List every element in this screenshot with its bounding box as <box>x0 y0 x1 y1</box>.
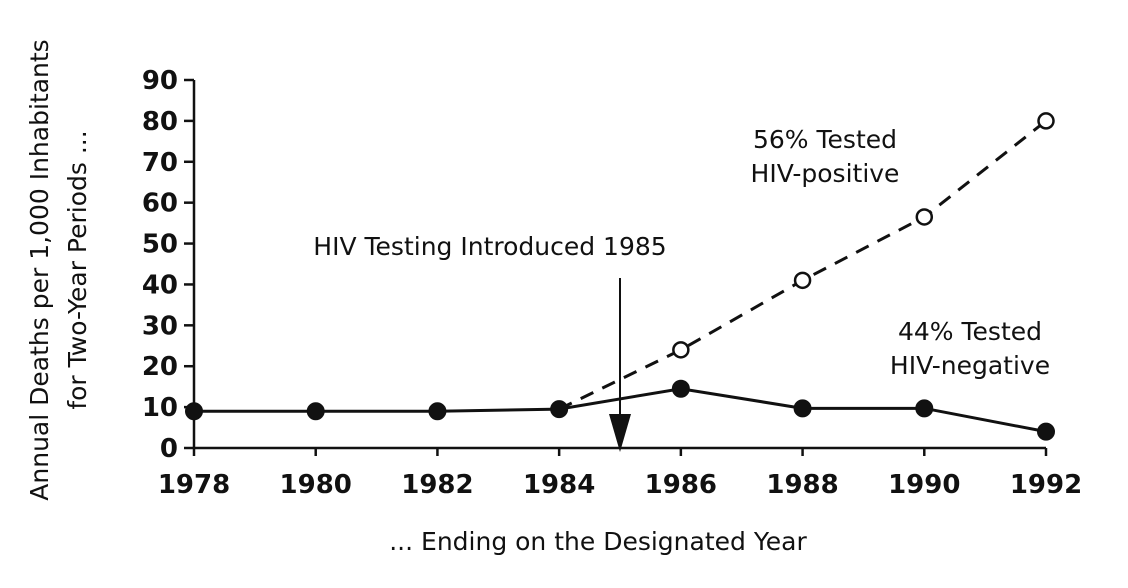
annotation-label: HIV Testing Introduced 1985 <box>313 232 666 261</box>
series-label-hiv-negative-line1: 44% Tested <box>898 317 1042 346</box>
series-label-hiv-negative-line2: HIV-negative <box>890 351 1050 380</box>
series-layer: 56% Tested HIV-positive 44% Tested HIV-nega… <box>185 112 1055 441</box>
y-axis-label-line2: for Two-Year Periods ... <box>63 130 92 409</box>
x-ticks: 1978 1980 1982 1984 1986 1988 1990 1992 <box>158 448 1082 500</box>
y-tick-label: 40 <box>142 270 178 300</box>
x-tick-label: 1986 <box>645 470 717 500</box>
data-point-hiv-negative <box>185 402 203 421</box>
annotation-layer: HIV Testing Introduced 1985 <box>313 232 667 452</box>
x-tick-label: 1978 <box>158 470 230 500</box>
y-tick-label: 10 <box>142 393 178 423</box>
x-tick-label: 1982 <box>401 470 473 500</box>
data-point-hiv-negative <box>793 399 812 418</box>
y-axis-label-line1: Annual Deaths per 1,000 Inhabitants <box>25 39 54 500</box>
x-tick-label: 1992 <box>1010 470 1082 500</box>
data-point-hiv-negative <box>550 400 569 419</box>
data-point-hiv-negative <box>1037 422 1055 441</box>
y-tick-label: 80 <box>142 107 178 137</box>
y-tick-label: 50 <box>142 230 178 260</box>
data-point-hiv-negative <box>671 379 690 398</box>
x-axis-label: ... Ending on the Designated Year <box>389 527 807 556</box>
data-point-hiv-negative <box>428 402 447 421</box>
data-point-hiv-positive <box>793 271 812 290</box>
data-point-hiv-negative <box>915 399 934 418</box>
y-tick-label: 90 <box>142 66 178 96</box>
x-tick-label: 1988 <box>766 470 838 500</box>
x-tick-label: 1990 <box>888 470 960 500</box>
y-tick-label: 70 <box>142 148 178 178</box>
y-tick-label: 20 <box>142 352 178 382</box>
y-ticks: 0 10 20 30 40 50 60 70 80 90 <box>142 66 194 464</box>
y-axis-label: Annual Deaths per 1,000 Inhabitants for … <box>25 39 92 500</box>
data-point-hiv-negative <box>306 402 325 421</box>
data-point-hiv-positive <box>915 208 934 226</box>
x-tick-label: 1984 <box>523 470 595 500</box>
data-point-hiv-positive <box>672 341 690 359</box>
data-point-hiv-positive <box>1037 112 1055 130</box>
annotation-arrow-head <box>609 414 631 452</box>
y-tick-label: 30 <box>142 311 178 341</box>
y-tick-label: 0 <box>160 434 178 464</box>
y-tick-label: 60 <box>142 189 178 219</box>
series-label-hiv-positive-line1: 56% Tested <box>753 125 897 154</box>
x-tick-label: 1980 <box>280 470 352 500</box>
series-label-hiv-positive-line2: HIV-positive <box>751 159 900 188</box>
